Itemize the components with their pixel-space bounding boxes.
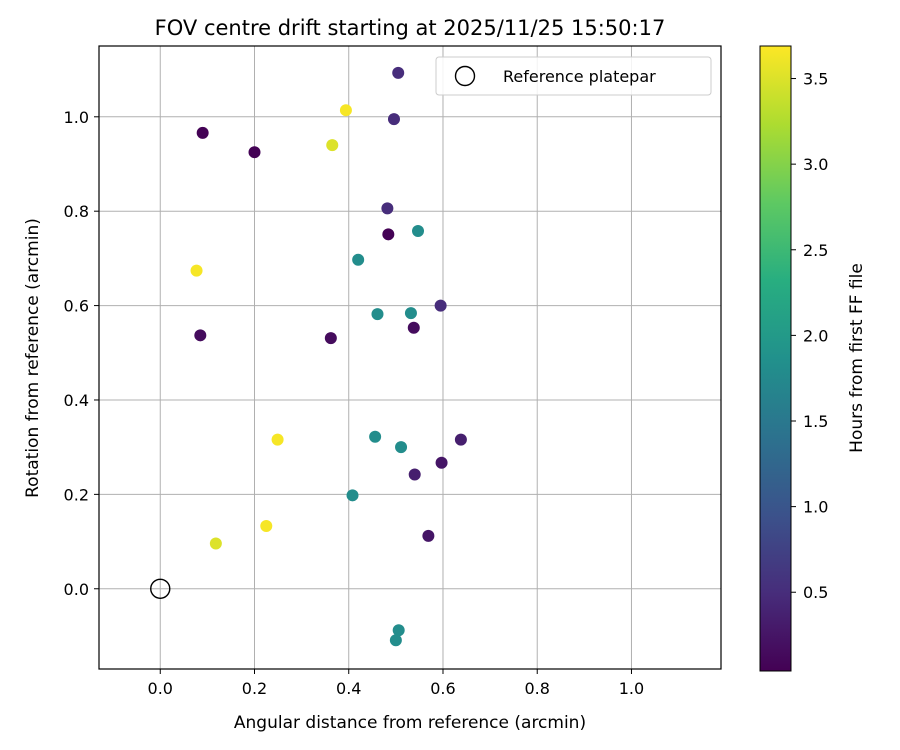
colorbar: [759, 45, 792, 672]
data-point: [389, 634, 402, 647]
y-tick-label: 0.4: [64, 391, 89, 410]
colorbar-tick-label: 1.5: [803, 412, 828, 431]
colorbar-tick-label: 3.5: [803, 70, 828, 89]
data-point: [408, 468, 421, 481]
chart-title: FOV centre drift starting at 2025/11/25 …: [155, 16, 666, 40]
y-tick-label: 0.8: [64, 202, 89, 221]
colorbar-label: Hours from first FF file: [847, 263, 867, 453]
data-point: [339, 104, 352, 117]
legend: Reference platepar: [435, 56, 712, 96]
x-axis-label: Angular distance from reference (arcmin): [234, 713, 586, 733]
data-point: [392, 624, 405, 637]
data-point: [422, 529, 435, 542]
data-point: [326, 139, 339, 152]
plot-frame: [98, 45, 722, 670]
colorbar-tick-label: 0.5: [803, 583, 828, 602]
colorbar-ticks: 0.5 1.0 1.5 2.0 2.5 3.0 3.5: [791, 70, 828, 602]
x-tick-label: 0.0: [148, 679, 173, 698]
y-tick-label: 0.2: [64, 485, 89, 504]
data-point: [454, 433, 467, 446]
x-tick-label: 0.4: [336, 679, 361, 698]
data-point: [435, 456, 448, 469]
data-point: [382, 228, 395, 241]
data-point: [392, 66, 405, 79]
y-tick-label: 0.0: [64, 580, 89, 599]
data-points: [190, 66, 467, 647]
data-point: [346, 489, 359, 502]
colorbar-tick-label: 2.5: [803, 241, 828, 260]
x-tick-label: 1.0: [619, 679, 644, 698]
data-point: [404, 307, 417, 320]
reference-marker: [150, 578, 171, 599]
y-axis-label: Rotation from reference (arcmin): [23, 218, 43, 498]
data-point: [209, 537, 222, 550]
data-point: [381, 202, 394, 215]
colorbar-tick-label: 3.0: [803, 155, 828, 174]
colorbar-tick-label: 1.0: [803, 498, 828, 517]
data-point: [369, 430, 382, 443]
data-point: [352, 253, 365, 266]
colorbar-tick-label: 2.0: [803, 326, 828, 345]
legend-label: Reference platepar: [503, 67, 656, 86]
x-axis-ticks: 0.0 0.2 0.4 0.6 0.8 1.0: [148, 669, 644, 698]
data-point: [271, 433, 284, 446]
data-point: [412, 225, 425, 238]
y-tick-label: 0.6: [64, 297, 89, 316]
data-point: [190, 264, 203, 277]
data-point: [260, 519, 273, 532]
data-point: [434, 299, 447, 312]
data-point: [387, 113, 400, 126]
reference-marker-group: [150, 578, 171, 599]
data-point: [324, 332, 337, 345]
data-point: [407, 321, 420, 334]
y-axis-ticks: 0.0 0.2 0.4 0.6 0.8 1.0: [64, 108, 99, 599]
grid: [99, 46, 721, 669]
data-point: [194, 329, 207, 342]
legend-box: [435, 56, 712, 96]
data-point: [248, 146, 261, 159]
x-tick-label: 0.2: [242, 679, 267, 698]
data-point: [395, 441, 408, 454]
x-tick-label: 0.8: [525, 679, 550, 698]
data-point: [371, 308, 384, 321]
legend-marker: [454, 65, 476, 87]
y-tick-label: 1.0: [64, 108, 89, 127]
data-point: [196, 126, 209, 139]
x-tick-label: 0.6: [430, 679, 455, 698]
